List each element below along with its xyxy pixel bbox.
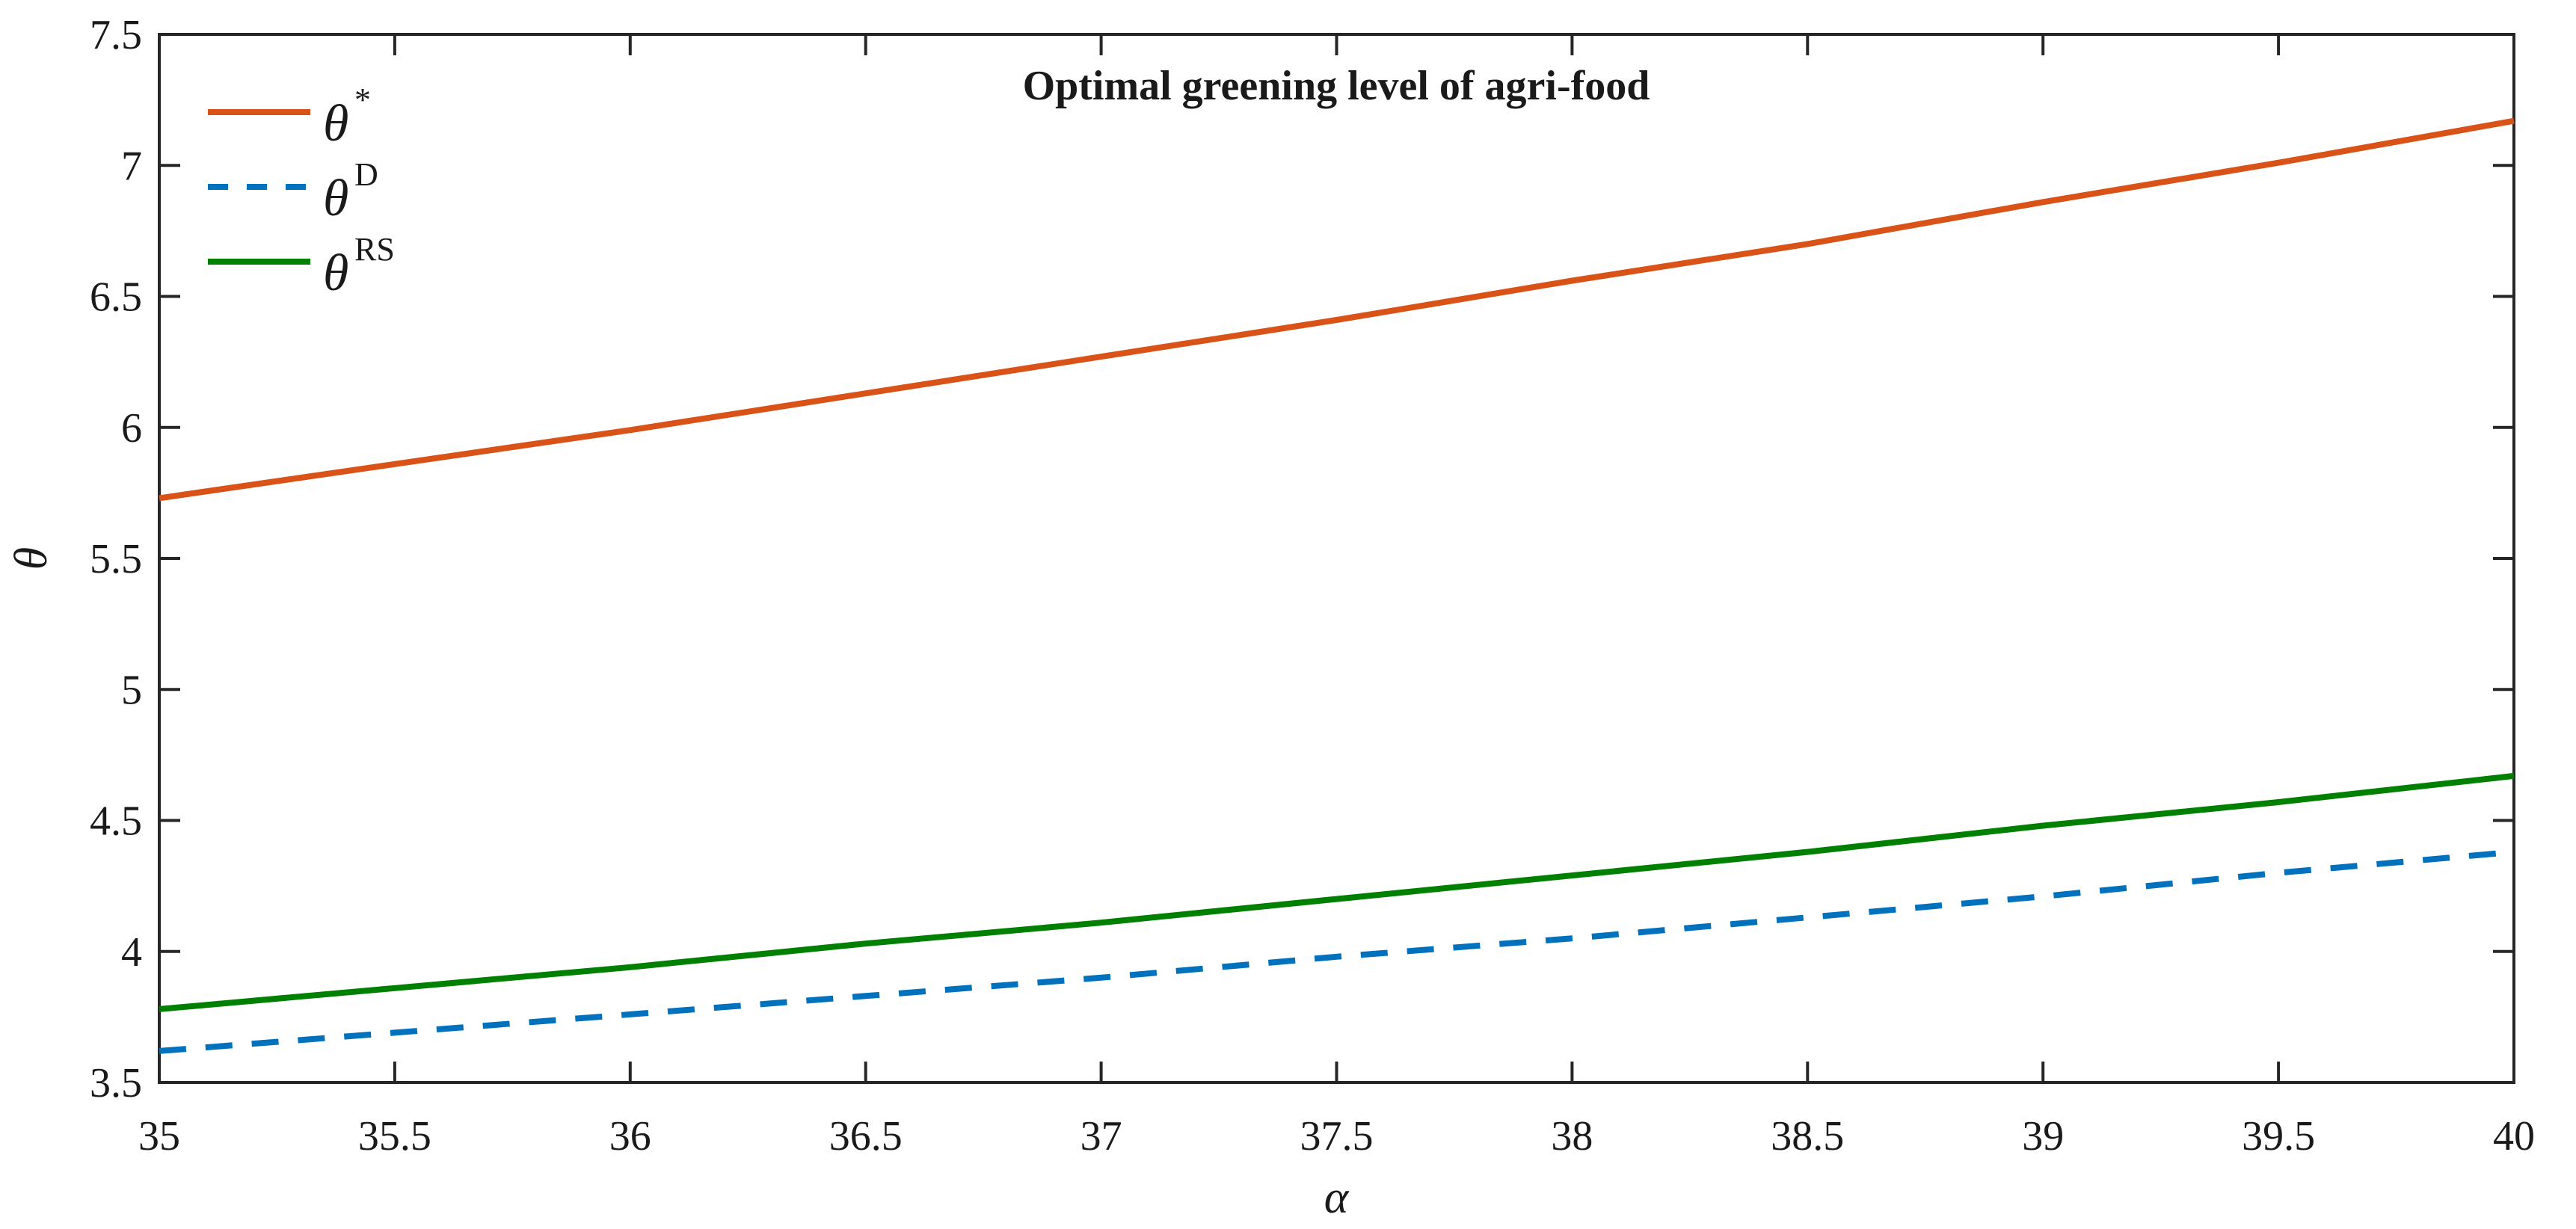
x-tick-label-38.5: 38.5 (1771, 1113, 1844, 1159)
x-tick-label-36.5: 36.5 (829, 1113, 903, 1159)
legend-label-base-theta-star: θ (323, 95, 348, 153)
y-tick-label-5.5: 5.5 (90, 536, 142, 582)
y-tick-label-7: 7 (121, 143, 142, 189)
x-axis-label: α (1324, 1172, 1350, 1223)
series-line-theta-RS (159, 772, 2515, 1012)
y-tick-label-5: 5 (121, 667, 142, 713)
legend-item-theta-RS: θ RS (208, 231, 395, 302)
x-tick-label-35.5: 35.5 (358, 1113, 431, 1159)
series-line-theta-star (159, 117, 2515, 502)
x-tick-label-37: 37 (1080, 1113, 1122, 1159)
y-tick-label-7.5: 7.5 (90, 12, 142, 58)
y-tick-label-4: 4 (121, 929, 142, 976)
y-axis-ticks: 3.5 4 4.5 5 5.5 6 6.5 7 7.5 (90, 12, 2514, 1106)
y-tick-label-6.5: 6.5 (90, 274, 142, 321)
y-tick-label-6: 6 (121, 405, 142, 452)
x-tick-label-39.5: 39.5 (2242, 1113, 2315, 1159)
legend: θ *θ Dθ RS (208, 81, 395, 302)
legend-label-sup-theta-RS: RS (354, 231, 395, 268)
legend-item-theta-star: θ * (208, 81, 371, 153)
plot-box (158, 33, 2515, 1084)
legend-label-base-theta-RS: θ (323, 244, 348, 302)
legend-label-sup-theta-star: * (354, 81, 371, 118)
y-axis-label: θ (6, 547, 57, 570)
chart-title: Optimal greening level of agri-food (1023, 63, 1650, 109)
series-line-theta-D (159, 848, 2515, 1054)
x-tick-label-40: 40 (2493, 1113, 2535, 1159)
x-tick-label-36: 36 (609, 1113, 651, 1159)
y-tick-label-3.5: 3.5 (90, 1060, 142, 1106)
legend-label-sup-theta-D: D (354, 156, 378, 193)
x-tick-label-38: 38 (1551, 1113, 1593, 1159)
y-tick-label-4.5: 4.5 (90, 798, 142, 845)
legend-label-base-theta-D: θ (323, 170, 348, 227)
x-tick-label-37.5: 37.5 (1300, 1113, 1374, 1159)
x-tick-label-35: 35 (138, 1113, 180, 1159)
x-tick-label-39: 39 (2022, 1113, 2064, 1159)
x-axis-ticks: 35 35.5 36 36.5 37 37.5 38 38.5 39 39.5 40 (138, 34, 2535, 1159)
series-lines (159, 117, 2515, 1054)
